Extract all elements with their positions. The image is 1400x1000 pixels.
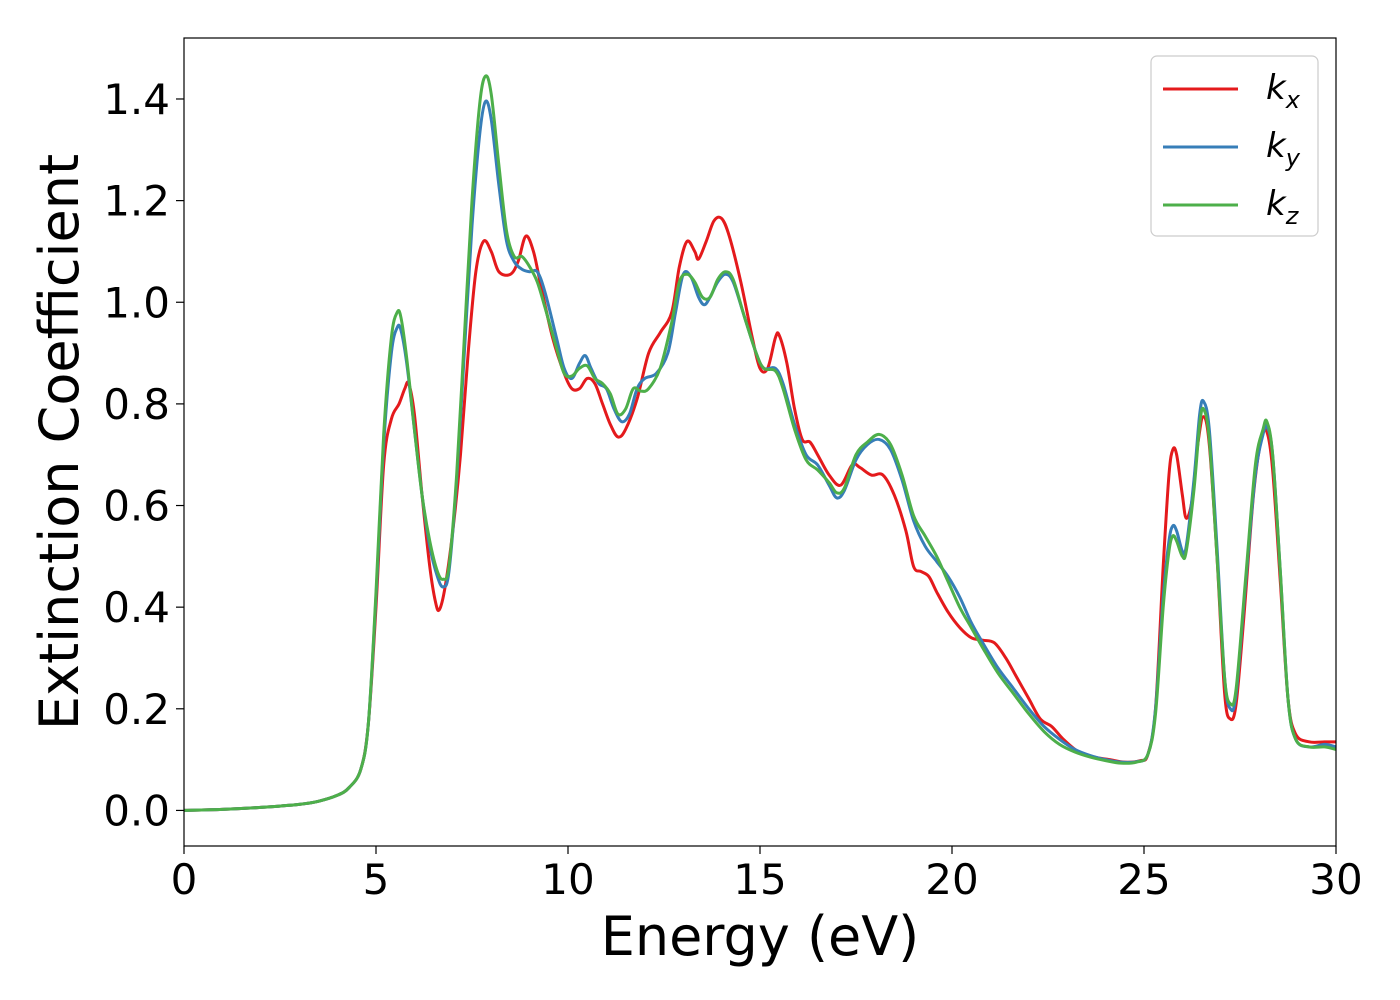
y-tick-label: 1.4	[103, 75, 170, 124]
x-tick-label: 0	[171, 855, 198, 904]
legend-label-sub: z	[1285, 202, 1300, 230]
y-tick-label: 0.0	[103, 786, 170, 835]
legend-label-sub: y	[1285, 144, 1301, 172]
x-tick-label: 25	[1117, 855, 1170, 904]
legend-label-sub: x	[1285, 86, 1301, 114]
x-axis-title: Energy (eV)	[601, 905, 920, 968]
series-layer	[184, 74, 1336, 812]
series-line-kx	[184, 215, 1336, 812]
x-axis: 0 5 10 15 20 25 30	[171, 846, 1363, 904]
x-tick-label: 10	[541, 855, 594, 904]
y-axis: 0.0 0.2 0.4 0.6 0.8 1.0 1.2 1.4	[103, 75, 184, 835]
x-tick-label: 15	[733, 855, 786, 904]
y-tick-label: 1.0	[103, 278, 170, 327]
y-tick-label: 1.2	[103, 177, 170, 226]
y-axis-title: Extinction Coefficient	[28, 154, 91, 730]
legend-label-main: k	[1266, 184, 1287, 224]
x-tick-label: 20	[925, 855, 978, 904]
y-tick-label: 0.6	[103, 482, 170, 531]
y-tick-label: 0.8	[103, 380, 170, 429]
y-tick-label: 0.2	[103, 685, 170, 734]
x-tick-label: 5	[363, 855, 390, 904]
legend-label-ky: ky	[1266, 126, 1301, 172]
legend-label-main: k	[1266, 68, 1287, 108]
legend-label-main: k	[1266, 126, 1287, 166]
x-tick-label: 30	[1309, 855, 1362, 904]
series-line-kz	[184, 74, 1336, 812]
legend-label-kz: kz	[1266, 184, 1300, 230]
y-tick-label: 0.4	[103, 583, 170, 632]
legend-label-kx: kx	[1266, 68, 1301, 114]
